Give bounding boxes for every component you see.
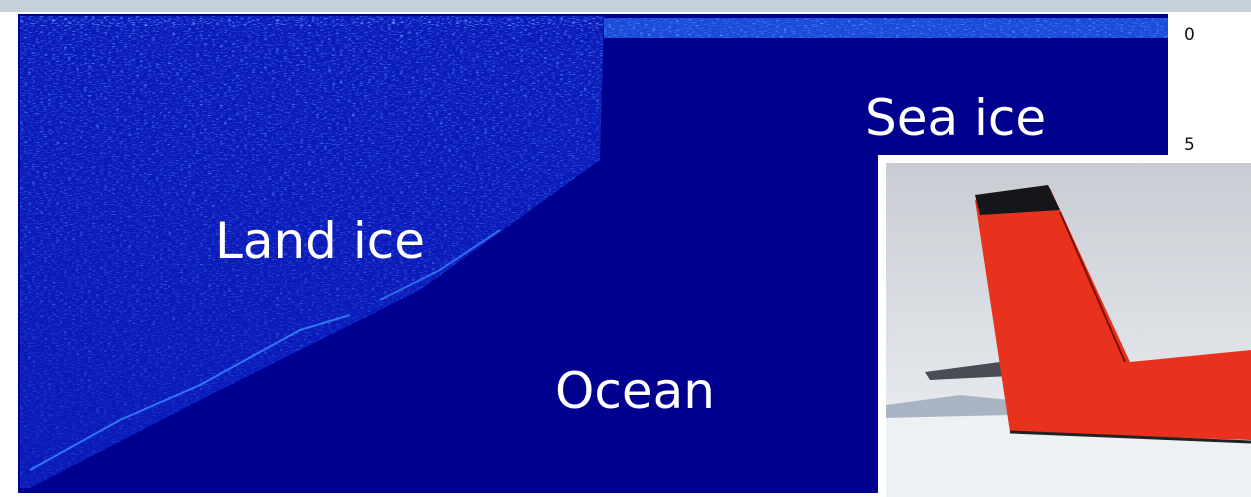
label-sea-ice: Sea ice bbox=[865, 89, 1046, 147]
depth-tick: 0 bbox=[1184, 25, 1195, 45]
aircraft-photo bbox=[878, 155, 1251, 497]
top-border bbox=[0, 0, 1251, 12]
page: Land ice Sea ice Ocean 0 5 (() => { cons… bbox=[0, 0, 1251, 497]
surface-texture bbox=[20, 18, 604, 26]
figure: Land ice Sea ice Ocean 0 5 bbox=[0, 0, 1251, 497]
label-land-ice: Land ice bbox=[215, 212, 425, 270]
depth-tick: 5 bbox=[1184, 135, 1195, 155]
label-ocean: Ocean bbox=[555, 362, 715, 420]
sea-ice-texture bbox=[604, 18, 1168, 38]
